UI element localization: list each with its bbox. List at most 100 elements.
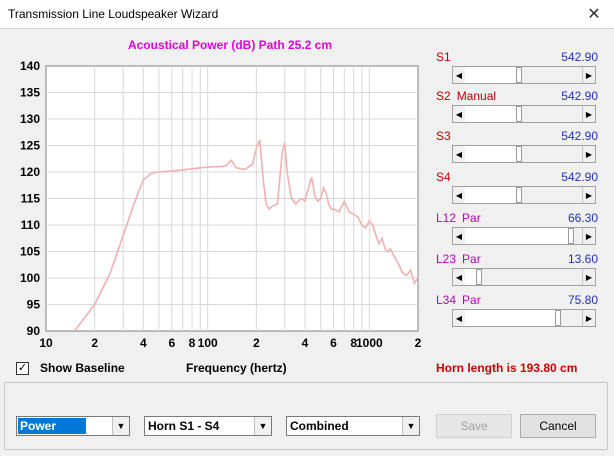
y-tick-label: 130	[20, 112, 40, 126]
slider-track[interactable]	[465, 228, 583, 244]
slider-label: S1	[436, 50, 451, 64]
slider-value: 66.30	[567, 211, 598, 225]
mode-select[interactable]: Combined ▼	[286, 416, 420, 436]
slider-fill	[465, 187, 520, 203]
slider-control-l12: L12 Par 66.30 ◀ ▶	[436, 211, 598, 247]
slider-value: 75.80	[567, 293, 598, 307]
slider-fill	[465, 106, 520, 122]
slider-value: 542.90	[561, 129, 598, 143]
scroll-right-icon[interactable]: ▶	[582, 67, 595, 83]
slider-control-s3: S3 542.90 ◀ ▶	[436, 129, 598, 165]
x-tick-label: 6	[168, 336, 175, 350]
slider-control-s2: S2 Manual 542.90 ◀ ▶	[436, 89, 598, 125]
slider-label: S3	[436, 129, 451, 143]
slider-label: S4	[436, 170, 451, 184]
y-tick-label: 115	[21, 192, 41, 206]
slider-track[interactable]	[465, 187, 583, 203]
show-baseline-checkbox[interactable]: ✓	[16, 362, 29, 375]
slider-thumb[interactable]	[516, 146, 523, 162]
slider-label: L34 Par	[436, 293, 481, 307]
x-tick-label: 2	[91, 336, 98, 350]
slider-control-l23: L23 Par 13.60 ◀ ▶	[436, 252, 598, 288]
scroll-right-icon[interactable]: ▶	[582, 146, 595, 162]
y-tick-label: 140	[20, 59, 40, 73]
slider-value: 13.60	[567, 252, 598, 266]
slider-s2[interactable]: ◀ ▶	[452, 105, 596, 123]
slider-track[interactable]	[465, 269, 583, 285]
close-icon[interactable]: ✕	[587, 6, 601, 23]
slider-label: L12 Par	[436, 211, 481, 225]
slider-thumb[interactable]	[568, 228, 575, 244]
horn-length-text: Horn length is 193.80 cm	[436, 361, 578, 375]
slider-thumb[interactable]	[516, 106, 523, 122]
slider-s3[interactable]: ◀ ▶	[452, 145, 596, 163]
x-tick-label: 1000	[356, 336, 383, 350]
x-tick-label: 4	[140, 336, 147, 350]
x-tick-label: 2	[253, 336, 260, 350]
horn-select[interactable]: Horn S1 - S4 ▼	[144, 416, 272, 436]
y-tick-label: 120	[20, 165, 40, 179]
view-select[interactable]: Power ▼	[16, 416, 130, 436]
x-tick-label: 8	[350, 336, 357, 350]
show-baseline-label[interactable]: Show Baseline	[40, 361, 125, 375]
horn-select-value: Horn S1 - S4	[148, 419, 220, 433]
x-tick-label: 100	[198, 336, 218, 350]
y-tick-label: 90	[27, 324, 41, 338]
scroll-right-icon[interactable]: ▶	[582, 310, 595, 326]
chevron-down-icon[interactable]: ▼	[402, 417, 419, 435]
slider-fill	[465, 67, 520, 83]
scroll-right-icon[interactable]: ▶	[582, 228, 595, 244]
slider-track[interactable]	[465, 146, 583, 162]
chevron-down-icon[interactable]: ▼	[112, 417, 129, 435]
title-bar: Transmission Line Loudspeaker Wizard ✕	[0, 0, 614, 29]
slider-fill	[465, 146, 520, 162]
mode-select-value: Combined	[290, 419, 349, 433]
slider-label: S2 Manual	[436, 89, 497, 103]
slider-thumb[interactable]	[516, 187, 523, 203]
slider-track[interactable]	[465, 310, 583, 326]
x-tick-label: 2	[415, 336, 422, 350]
y-tick-label: 135	[20, 86, 40, 100]
slider-control-l34: L34 Par 75.80 ◀ ▶	[436, 293, 598, 329]
chart-title: Acoustical Power (dB) Path 25.2 cm	[127, 38, 333, 52]
scroll-right-icon[interactable]: ▶	[582, 269, 595, 285]
slider-value: 542.90	[561, 50, 598, 64]
slider-l12[interactable]: ◀ ▶	[452, 227, 596, 245]
slider-value: 542.90	[561, 89, 598, 103]
slider-fill	[465, 228, 572, 244]
slider-track[interactable]	[465, 67, 583, 83]
slider-l23[interactable]: ◀ ▶	[452, 268, 596, 286]
scroll-right-icon[interactable]: ▶	[582, 187, 595, 203]
y-tick-label: 105	[20, 245, 40, 259]
x-tick-label: 6	[330, 336, 337, 350]
cancel-button[interactable]: Cancel	[520, 414, 596, 438]
x-axis-label: Frequency (hertz)	[186, 361, 287, 375]
slider-fill	[465, 269, 480, 285]
slider-control-s1: S1 542.90 ◀ ▶	[436, 50, 598, 86]
bottom-group-frame	[4, 382, 608, 450]
window-title: Transmission Line Loudspeaker Wizard	[8, 7, 219, 21]
slider-s1[interactable]: ◀ ▶	[452, 66, 596, 84]
slider-label: L23 Par	[436, 252, 481, 266]
slider-value: 542.90	[561, 170, 598, 184]
save-button[interactable]: Save	[436, 414, 512, 438]
slider-l34[interactable]: ◀ ▶	[452, 309, 596, 327]
y-tick-label: 95	[27, 298, 41, 312]
y-tick-label: 100	[20, 271, 40, 285]
scroll-right-icon[interactable]: ▶	[582, 106, 595, 122]
power-response-line	[73, 139, 418, 331]
slider-thumb[interactable]	[555, 310, 562, 326]
x-tick-label: 8	[189, 336, 196, 350]
chevron-down-icon[interactable]: ▼	[254, 417, 271, 435]
x-tick-label: 10	[39, 336, 53, 350]
x-tick-label: 4	[302, 336, 309, 350]
slider-thumb[interactable]	[476, 269, 483, 285]
slider-track[interactable]	[465, 106, 583, 122]
view-select-value: Power	[18, 418, 87, 434]
slider-thumb[interactable]	[516, 67, 523, 83]
slider-control-s4: S4 542.90 ◀ ▶	[436, 170, 598, 206]
slider-fill	[465, 310, 559, 326]
y-tick-label: 110	[21, 218, 41, 232]
slider-s4[interactable]: ◀ ▶	[452, 186, 596, 204]
